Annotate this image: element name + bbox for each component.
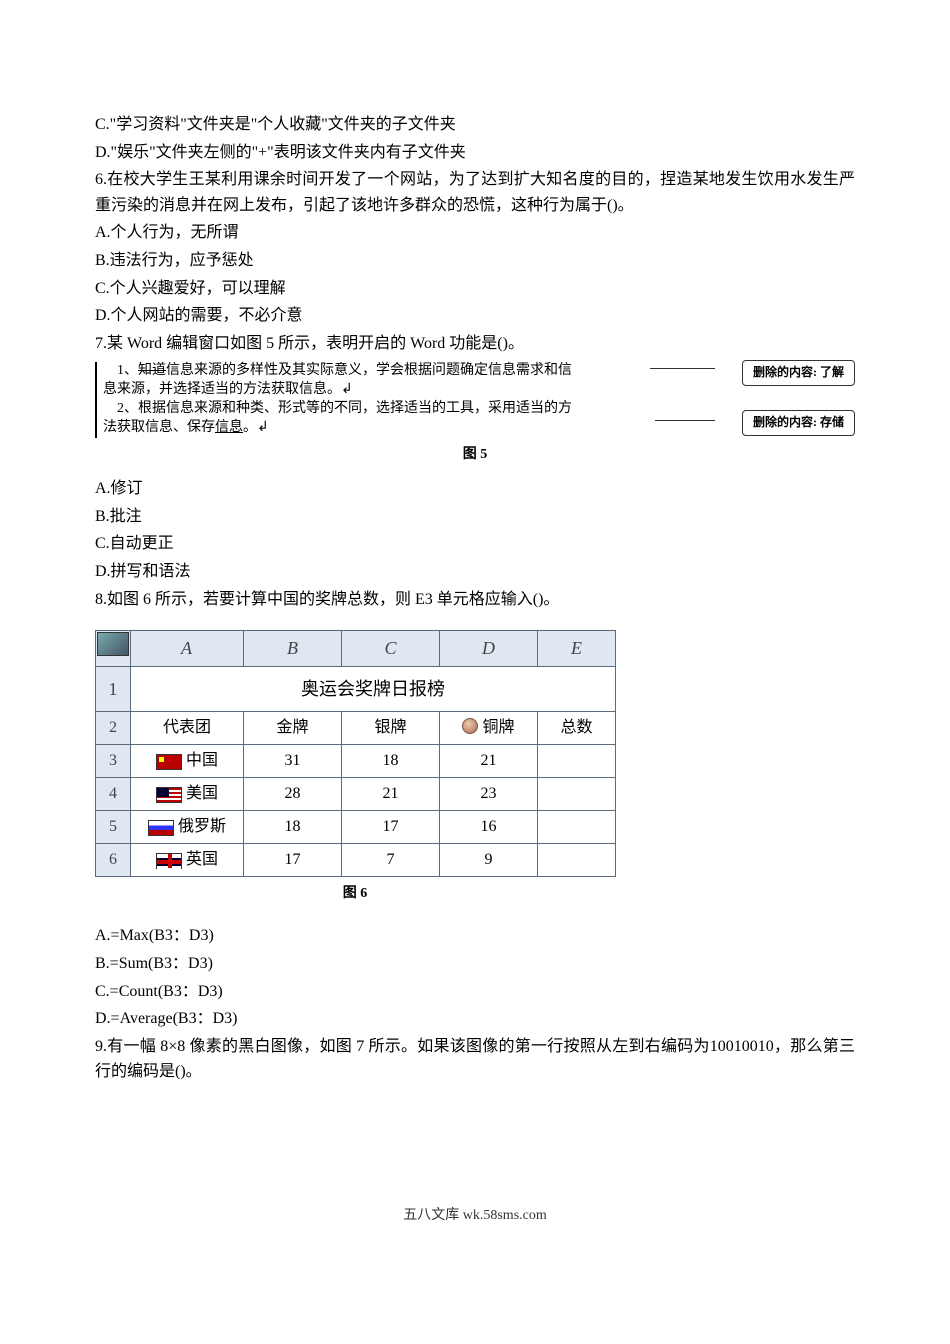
- fig5-l1-strike: 知道: [138, 363, 166, 378]
- hdr-silver: 银牌: [342, 712, 440, 745]
- cell-silver: 21: [342, 778, 440, 811]
- fig5-l2: 息来源，并选择适当的方法获取信息。↲: [103, 382, 353, 397]
- row-num-2: 2: [96, 712, 131, 745]
- q7-option-c: C.自动更正: [95, 531, 855, 557]
- table-row: 4 美国 28 21 23: [96, 778, 616, 811]
- page: C."学习资料"文件夹是"个人收藏"文件夹的子文件夹 D."娱乐"文件夹左侧的"…: [95, 0, 855, 1287]
- table-row: 3 中国 31 18 21: [96, 745, 616, 778]
- cell-silver: 7: [342, 844, 440, 877]
- comment-bubble-2: 删除的内容: 存储: [742, 410, 855, 435]
- hdr-gold: 金牌: [244, 712, 342, 745]
- q7-option-a: A.修订: [95, 476, 855, 502]
- cell-bronze: 23: [440, 778, 538, 811]
- q5-option-c: C."学习资料"文件夹是"个人收藏"文件夹的子文件夹: [95, 112, 855, 138]
- cell-silver: 18: [342, 745, 440, 778]
- hdr-bronze: 铜牌: [440, 712, 538, 745]
- figure-5-paragraph-1: 1、知道信息来源的多样性及其实际意义，学会根据问题确定信息需求和信 息来源，并选…: [95, 362, 655, 400]
- flag-cn-icon: [156, 754, 182, 770]
- col-E: E: [538, 631, 616, 667]
- corner-cell: [96, 631, 131, 667]
- fig5-l4-underline: 信息: [215, 420, 243, 435]
- flag-us-icon: [156, 787, 182, 803]
- fig5-l3: 2、根据信息来源和种类、形式等的不同，选择适当的工具，采用适当的方: [117, 401, 572, 416]
- page-footer: 五八文库 wk.58sms.com: [95, 1205, 855, 1227]
- team-name: 俄罗斯: [178, 818, 226, 835]
- q7-option-d: D.拼写和语法: [95, 559, 855, 585]
- col-B: B: [244, 631, 342, 667]
- q5-option-d: D."娱乐"文件夹左侧的"+"表明该文件夹内有子文件夹: [95, 140, 855, 166]
- cell-total: [538, 844, 616, 877]
- figure-6: A B C D E 1 奥运会奖牌日报榜 2 代表团 金牌 银牌 铜牌 总数 3…: [95, 630, 855, 905]
- q6-option-d: D.个人网站的需要，不必介意: [95, 303, 855, 329]
- col-C: C: [342, 631, 440, 667]
- q7-stem: 7.某 Word 编辑窗口如图 5 所示，表明开启的 Word 功能是()。: [95, 331, 855, 357]
- q9-stem: 9.有一幅 8×8 像素的黑白图像，如图 7 所示。如果该图像的第一行按照从左到…: [95, 1034, 855, 1085]
- revision-bar-icon: [95, 362, 97, 400]
- q8-stem: 8.如图 6 所示，若要计算中国的奖牌总数，则 E3 单元格应输入()。: [95, 587, 855, 613]
- bronze-medal-icon: [462, 718, 478, 734]
- title-row: 1 奥运会奖牌日报榜: [96, 667, 616, 712]
- fig5-l4b: 。↲: [243, 420, 269, 435]
- flag-uk-icon: [156, 853, 182, 869]
- table-row: 6 英国 17 7 9: [96, 844, 616, 877]
- comment-connector-2: [655, 420, 715, 421]
- spreadsheet-table: A B C D E 1 奥运会奖牌日报榜 2 代表团 金牌 银牌 铜牌 总数 3…: [95, 630, 616, 877]
- figure-5-paragraph-2: 2、根据信息来源和种类、形式等的不同，选择适当的工具，采用适当的方 法获取信息、…: [95, 400, 655, 438]
- cell-gold: 18: [244, 811, 342, 844]
- row-num: 5: [96, 811, 131, 844]
- cell-silver: 17: [342, 811, 440, 844]
- cell-total: [538, 811, 616, 844]
- fig5-l1b: 信息来源的多样性及其实际意义，学会根据问题确定信息需求和信: [166, 363, 572, 378]
- cell-gold: 17: [244, 844, 342, 877]
- app-icon: [97, 632, 129, 656]
- q6-option-c: C.个人兴趣爱好，可以理解: [95, 276, 855, 302]
- row-num: 3: [96, 745, 131, 778]
- col-header-row: A B C D E: [96, 631, 616, 667]
- row-num: 4: [96, 778, 131, 811]
- team-name: 中国: [186, 752, 218, 769]
- col-A: A: [131, 631, 244, 667]
- figure-5-body: 1、知道信息来源的多样性及其实际意义，学会根据问题确定信息需求和信 息来源，并选…: [95, 362, 655, 438]
- comment-connector-1: [650, 368, 715, 369]
- cell-total: [538, 745, 616, 778]
- cell-bronze: 16: [440, 811, 538, 844]
- fig5-l1a: 1、: [117, 363, 138, 378]
- hdr-total: 总数: [538, 712, 616, 745]
- revision-bar-icon: [95, 400, 97, 438]
- q8-option-c: C.=Count(B3：D3): [95, 979, 855, 1005]
- hdr-team: 代表团: [131, 712, 244, 745]
- table-row: 5 俄罗斯 18 17 16: [96, 811, 616, 844]
- row-num-1: 1: [96, 667, 131, 712]
- q8-option-a: A.=Max(B3：D3): [95, 923, 855, 949]
- cell-bronze: 21: [440, 745, 538, 778]
- table-title: 奥运会奖牌日报榜: [131, 667, 616, 712]
- col-D: D: [440, 631, 538, 667]
- comment-bubble-1: 删除的内容: 了解: [742, 360, 855, 385]
- cell-team: 中国: [131, 745, 244, 778]
- cell-total: [538, 778, 616, 811]
- cell-gold: 31: [244, 745, 342, 778]
- q6-option-a: A.个人行为，无所谓: [95, 220, 855, 246]
- q6-stem: 6.在校大学生王某利用课余时间开发了一个网站，为了达到扩大知名度的目的，捏造某地…: [95, 167, 855, 218]
- fig5-l4a: 法获取信息、保存: [103, 420, 215, 435]
- cell-gold: 28: [244, 778, 342, 811]
- figure-6-caption: 图 6: [95, 883, 615, 905]
- team-name: 美国: [186, 785, 218, 802]
- figure-5: 1、知道信息来源的多样性及其实际意义，学会根据问题确定信息需求和信 息来源，并选…: [95, 362, 855, 438]
- row-num: 6: [96, 844, 131, 877]
- q8-option-b: B.=Sum(B3：D3): [95, 951, 855, 977]
- q7-option-b: B.批注: [95, 504, 855, 530]
- team-name: 英国: [186, 851, 218, 868]
- cell-team: 俄罗斯: [131, 811, 244, 844]
- cell-bronze: 9: [440, 844, 538, 877]
- flag-ru-icon: [148, 820, 174, 836]
- cell-team: 美国: [131, 778, 244, 811]
- cell-team: 英国: [131, 844, 244, 877]
- q8-option-d: D.=Average(B3：D3): [95, 1006, 855, 1032]
- header-row: 2 代表团 金牌 银牌 铜牌 总数: [96, 712, 616, 745]
- hdr-bronze-label: 铜牌: [482, 719, 514, 736]
- q6-option-b: B.违法行为，应予惩处: [95, 248, 855, 274]
- figure-5-caption: 图 5: [95, 444, 855, 466]
